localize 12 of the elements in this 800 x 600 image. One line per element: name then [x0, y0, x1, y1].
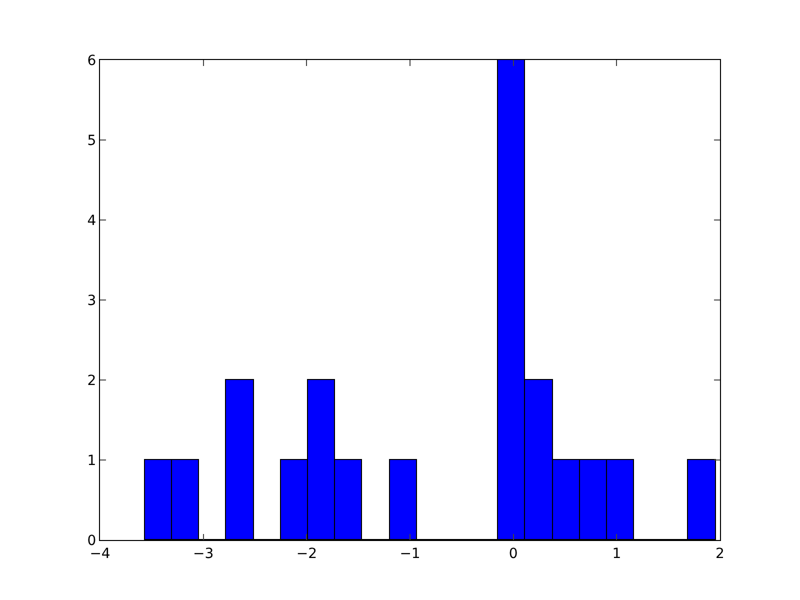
y-tick-label: 5 — [87, 132, 96, 149]
x-tick-label: 2 — [716, 546, 724, 562]
y-tick-label: 4 — [87, 212, 96, 229]
y-tick-label: 6 — [87, 52, 96, 69]
x-tick-label: 1 — [612, 546, 622, 562]
x-tick-label: −3 — [193, 546, 214, 562]
x-tick-label: 0 — [508, 546, 518, 562]
y-tick-label: 3 — [87, 292, 96, 309]
y-tick-label: 1 — [87, 452, 96, 469]
x-tick-label: −2 — [296, 546, 317, 562]
x-tick-label: −1 — [400, 546, 420, 562]
y-tick-label: 2 — [87, 372, 96, 389]
